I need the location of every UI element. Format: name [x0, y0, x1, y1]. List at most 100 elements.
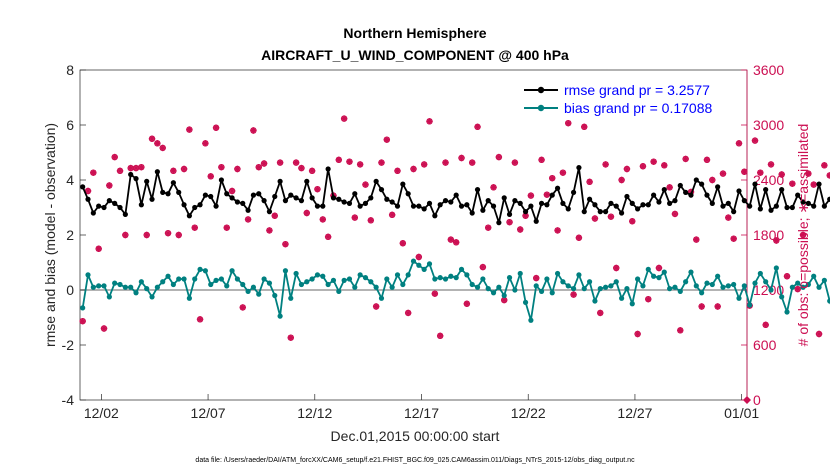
obs-assimilated-marker	[372, 303, 380, 310]
obs-assimilated-marker	[175, 231, 182, 239]
obs-assimilated-marker	[517, 226, 524, 233]
rmse-point	[773, 203, 779, 209]
bias-point	[112, 280, 118, 286]
rmse-point	[421, 206, 427, 212]
obs-assimilated-marker	[458, 154, 465, 162]
rmse-point	[752, 181, 758, 187]
bias-point	[640, 283, 646, 289]
bias-point	[501, 292, 507, 299]
rmse-point	[453, 192, 459, 198]
obs-assimilated-marker	[623, 165, 631, 173]
rmse-point	[128, 171, 134, 178]
obs-assimilated-marker	[314, 185, 321, 193]
rmse-point	[101, 204, 107, 211]
obs-assimilated-marker	[474, 123, 481, 131]
rmse-point	[400, 181, 406, 187]
bias-point	[101, 283, 107, 289]
bias-point	[330, 277, 337, 283]
rmse-point	[341, 199, 347, 205]
obs-assimilated-marker	[629, 218, 636, 225]
rmse-point	[592, 202, 598, 208]
rmse-point	[362, 200, 369, 206]
bias-point	[608, 283, 614, 289]
bias-point	[80, 305, 86, 311]
bias-point	[208, 281, 214, 288]
bias-point	[816, 284, 822, 290]
rmse-point	[581, 209, 587, 215]
obs-assimilated-marker	[90, 169, 97, 176]
obs-assimilated-marker	[815, 330, 823, 338]
bias-point	[613, 279, 619, 285]
bias-point	[554, 270, 561, 277]
x-tick-label: 12/07	[191, 405, 226, 421]
rmse-point	[197, 202, 203, 208]
rmse-point	[795, 192, 801, 198]
obs-assimilated-marker	[559, 169, 567, 176]
bias-point	[138, 279, 144, 285]
rmse-point	[725, 200, 731, 206]
rmse-point	[293, 195, 299, 201]
obs-assimilated-marker	[666, 184, 673, 191]
obs-assimilated-marker	[95, 245, 102, 252]
bias-point	[619, 295, 625, 301]
obs-assimilated-marker	[154, 140, 161, 147]
obs-assimilated-marker	[826, 172, 830, 179]
rmse-point	[490, 203, 497, 209]
bias-point	[298, 281, 305, 288]
rmse-point	[277, 178, 283, 184]
rmse-point	[677, 182, 683, 189]
rmse-point	[821, 203, 827, 209]
rmse-point	[496, 220, 502, 226]
chart-title: Northern Hemisphere	[343, 25, 486, 41]
bias-point	[485, 286, 491, 292]
bias-point	[651, 273, 657, 279]
bias-point	[570, 286, 577, 292]
left-tick-label: 2	[66, 227, 74, 243]
bias-point	[768, 287, 774, 293]
rmse-point	[458, 203, 465, 209]
bias-point	[437, 275, 443, 281]
bias-point	[757, 270, 763, 277]
obs-assimilated-marker	[821, 162, 828, 169]
rmse-point	[224, 191, 230, 197]
bias-point	[496, 284, 502, 290]
obs-assimilated-marker	[538, 156, 545, 164]
obs-assimilated-marker	[543, 191, 551, 198]
obs-assimilated-marker	[767, 161, 775, 168]
obs-assimilated-marker	[111, 153, 118, 161]
rmse-point	[192, 204, 198, 211]
data-file-note: data file: /Users/raeder/DAI/ATM_forcXX/…	[195, 457, 635, 464]
obs-assimilated-marker	[324, 233, 332, 241]
rmse-point	[314, 203, 321, 209]
bias-point	[522, 299, 529, 305]
bias-point	[256, 291, 262, 297]
rmse-point	[405, 191, 411, 197]
rmse-point	[378, 187, 385, 193]
legend-label-bias: bias grand pr = 0.17088	[564, 100, 712, 116]
obs-assimilated-marker	[292, 159, 300, 166]
rmse-point	[602, 209, 609, 215]
rmse-point	[256, 191, 262, 197]
bias-point	[378, 295, 385, 301]
obs-assimilated-marker	[533, 274, 540, 282]
rmse-point	[325, 166, 331, 172]
bias-point	[592, 298, 598, 304]
right-axis: 060012001800240030003600	[741, 62, 784, 408]
bias-point	[773, 265, 779, 271]
rmse-point	[629, 200, 635, 206]
rmse-point	[784, 204, 790, 211]
bias-point	[389, 284, 395, 290]
obs-assimilated-marker	[351, 214, 359, 221]
obs-assimilated-marker	[485, 224, 492, 231]
rmse-point	[827, 196, 830, 202]
rmse-point	[688, 192, 694, 198]
obs-assimilated-marker	[570, 291, 577, 298]
bias-point	[181, 276, 187, 282]
bias-point	[645, 266, 651, 272]
rmse-point	[176, 189, 182, 195]
obs-assimilated-marker	[367, 217, 375, 224]
obs-assimilated-marker	[639, 163, 647, 170]
rmse-point	[389, 199, 395, 205]
rmse-point	[565, 206, 571, 212]
